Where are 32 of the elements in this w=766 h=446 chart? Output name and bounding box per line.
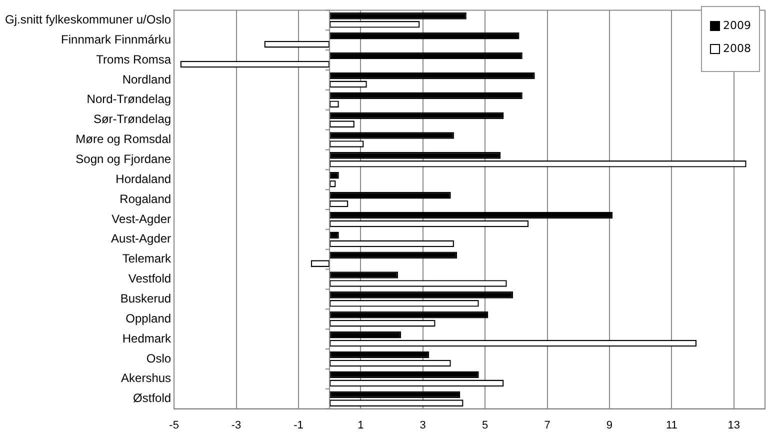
y-tick-label: Sør-Trøndelag (93, 112, 172, 126)
y-tick-label: Telemark (122, 252, 172, 266)
y-tick-label: Sogn og Fjordane (76, 152, 172, 166)
y-tick-label: Østfold (133, 391, 172, 406)
x-tick-label: 7 (544, 419, 550, 432)
y-tick-label: Hedmark (122, 331, 172, 346)
x-tick-label: -3 (231, 419, 242, 432)
x-tick-label: -5 (169, 419, 179, 432)
legend-label: 2008 (722, 42, 751, 55)
y-tick-label: Akershus (121, 371, 172, 386)
y-tick-label: Buskerud (120, 291, 172, 306)
y-tick-label: Nord-Trøndelag (86, 92, 172, 106)
y-tick-label: Gj.snitt fylkeskommuner u/Oslo (4, 12, 172, 26)
x-tick-label: 1 (358, 419, 364, 432)
y-tick-label: Hordaland (116, 172, 172, 186)
x-tick-label: 9 (606, 419, 613, 432)
x-tick-label: 5 (482, 419, 488, 432)
y-tick-label: Finnmark Finnmárku (61, 32, 172, 46)
legend-label: 2009 (722, 19, 751, 32)
y-tick-label: Oppland (126, 311, 172, 326)
y-tick-label: Aust-Agder (111, 232, 172, 246)
x-tick-label: 11 (666, 419, 678, 432)
y-tick-label: Vest-Agder (112, 212, 172, 226)
y-tick-label: Rogaland (120, 192, 172, 206)
x-tick-label: 3 (420, 419, 426, 432)
x-tick-label: 13 (728, 419, 740, 432)
y-tick-label: Møre og Romsdal (76, 132, 172, 146)
y-tick-label: Nordland (122, 72, 172, 86)
y-tick-label: Troms Romsa (96, 52, 172, 66)
x-tick-label: -1 (294, 419, 304, 432)
y-tick-label: Vestfold (128, 272, 172, 286)
y-tick-label: Oslo (146, 351, 172, 366)
